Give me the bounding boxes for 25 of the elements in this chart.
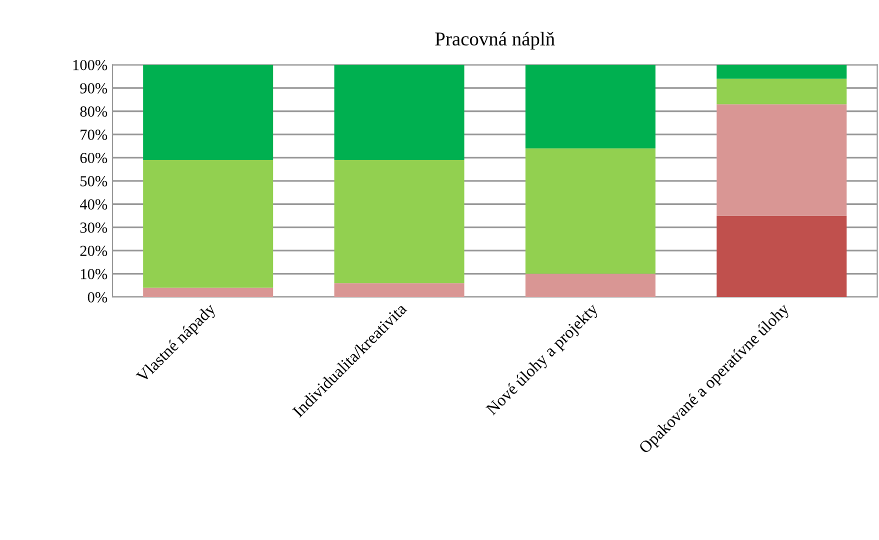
- chart-title: Pracovná náplň: [435, 32, 555, 50]
- y-tick-label: 60%: [80, 152, 108, 164]
- bar: [525, 148, 656, 274]
- bar: [143, 64, 274, 160]
- y-tick-label: 50%: [80, 176, 108, 186]
- bar: [143, 288, 274, 297]
- bar: [334, 160, 464, 284]
- bar: [334, 64, 464, 160]
- y-tick-label: 30%: [80, 222, 108, 233]
- bar: [143, 160, 274, 288]
- y-tick-label: 40%: [80, 199, 108, 210]
- y-tick-label: 90%: [80, 83, 108, 94]
- y-tick-label: 80%: [80, 106, 108, 117]
- bar: [525, 64, 656, 148]
- y-tick-label: 0%: [88, 292, 108, 302]
- y-tick-label: 20%: [80, 246, 108, 256]
- y-tick-label: 100%: [73, 60, 108, 70]
- bar: [716, 216, 847, 297]
- bar: [334, 283, 464, 297]
- bar: [716, 104, 847, 216]
- bar: [716, 64, 847, 79]
- y-tick-label: 70%: [80, 130, 108, 140]
- y-tick-label: 10%: [80, 268, 108, 280]
- bar: [716, 78, 847, 104]
- bar: [525, 274, 656, 297]
